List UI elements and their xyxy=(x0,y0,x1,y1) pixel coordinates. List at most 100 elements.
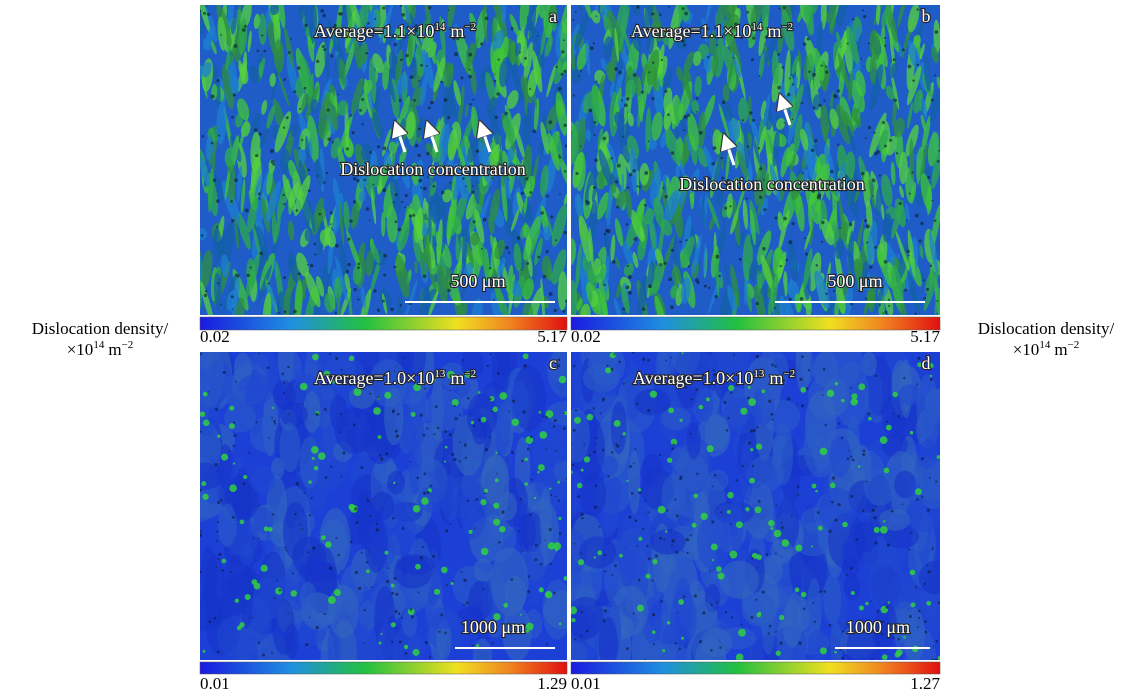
texture xyxy=(426,152,430,156)
texture xyxy=(844,573,860,600)
texture xyxy=(752,37,755,40)
texture xyxy=(335,357,338,360)
texture xyxy=(471,190,474,193)
texture xyxy=(632,351,635,354)
average-part: 14 xyxy=(434,21,446,33)
texture xyxy=(690,398,692,400)
texture xyxy=(545,592,549,596)
texture xyxy=(823,100,825,102)
texture xyxy=(865,602,868,605)
texture xyxy=(750,429,753,432)
texture xyxy=(915,488,922,495)
texture xyxy=(866,242,868,244)
texture xyxy=(648,284,652,288)
texture xyxy=(531,479,533,481)
texture xyxy=(559,193,561,195)
texture xyxy=(755,599,757,601)
texture xyxy=(234,178,238,182)
texture xyxy=(784,122,786,124)
texture xyxy=(711,603,713,605)
texture xyxy=(580,513,583,516)
texture xyxy=(914,312,916,314)
texture xyxy=(218,558,220,560)
texture xyxy=(423,274,427,278)
texture xyxy=(550,215,553,218)
texture xyxy=(391,641,393,643)
texture xyxy=(500,392,508,400)
texture xyxy=(330,211,333,214)
texture xyxy=(930,378,933,381)
texture xyxy=(404,645,408,649)
texture xyxy=(832,476,835,479)
texture xyxy=(864,219,867,222)
texture xyxy=(768,520,775,527)
texture xyxy=(428,6,431,9)
texture xyxy=(254,583,261,590)
texture xyxy=(792,118,794,120)
texture xyxy=(721,157,723,159)
texture xyxy=(319,213,322,216)
texture xyxy=(662,187,664,189)
texture xyxy=(553,542,561,550)
texture xyxy=(380,457,383,460)
texture xyxy=(880,436,888,444)
texture xyxy=(803,43,806,46)
texture xyxy=(742,119,744,121)
texture xyxy=(566,478,568,480)
texture xyxy=(639,186,641,188)
texture xyxy=(395,220,398,223)
texture xyxy=(305,643,308,646)
texture xyxy=(848,450,849,451)
average-label: Average=1.0×1013m−2 xyxy=(314,368,476,388)
texture xyxy=(896,649,903,656)
texture xyxy=(664,90,667,93)
texture xyxy=(298,272,301,275)
texture xyxy=(522,550,524,552)
texture xyxy=(911,171,913,173)
texture xyxy=(926,288,929,291)
texture xyxy=(651,12,654,15)
texture xyxy=(580,635,582,637)
colorbar-min: 0.02 xyxy=(200,327,230,346)
texture xyxy=(659,14,661,16)
texture xyxy=(687,114,690,117)
texture xyxy=(821,64,823,66)
texture xyxy=(283,127,285,129)
texture xyxy=(762,247,766,251)
texture xyxy=(909,193,911,195)
texture xyxy=(699,405,704,410)
texture xyxy=(648,557,651,560)
texture xyxy=(286,550,288,552)
texture xyxy=(256,421,258,423)
texture xyxy=(694,594,697,597)
texture xyxy=(693,493,698,498)
texture xyxy=(915,586,917,588)
texture xyxy=(399,613,401,615)
colorbar xyxy=(200,317,567,330)
texture xyxy=(258,505,260,507)
texture xyxy=(937,601,940,604)
texture xyxy=(712,559,714,561)
texture xyxy=(704,285,707,288)
texture xyxy=(908,254,910,256)
texture xyxy=(546,643,548,645)
texture xyxy=(544,539,546,541)
texture xyxy=(473,425,475,427)
texture xyxy=(849,223,852,226)
texture xyxy=(370,492,394,520)
texture xyxy=(238,375,276,396)
texture xyxy=(485,17,489,21)
texture xyxy=(888,299,890,301)
label-part: m xyxy=(1054,340,1067,359)
texture xyxy=(872,509,875,512)
texture xyxy=(366,497,368,499)
texture xyxy=(892,392,897,397)
texture xyxy=(686,552,688,554)
texture xyxy=(466,602,469,605)
texture xyxy=(420,187,422,189)
texture xyxy=(229,484,237,492)
texture xyxy=(570,471,573,474)
texture xyxy=(559,156,562,159)
texture xyxy=(413,649,420,656)
texture xyxy=(554,419,557,422)
